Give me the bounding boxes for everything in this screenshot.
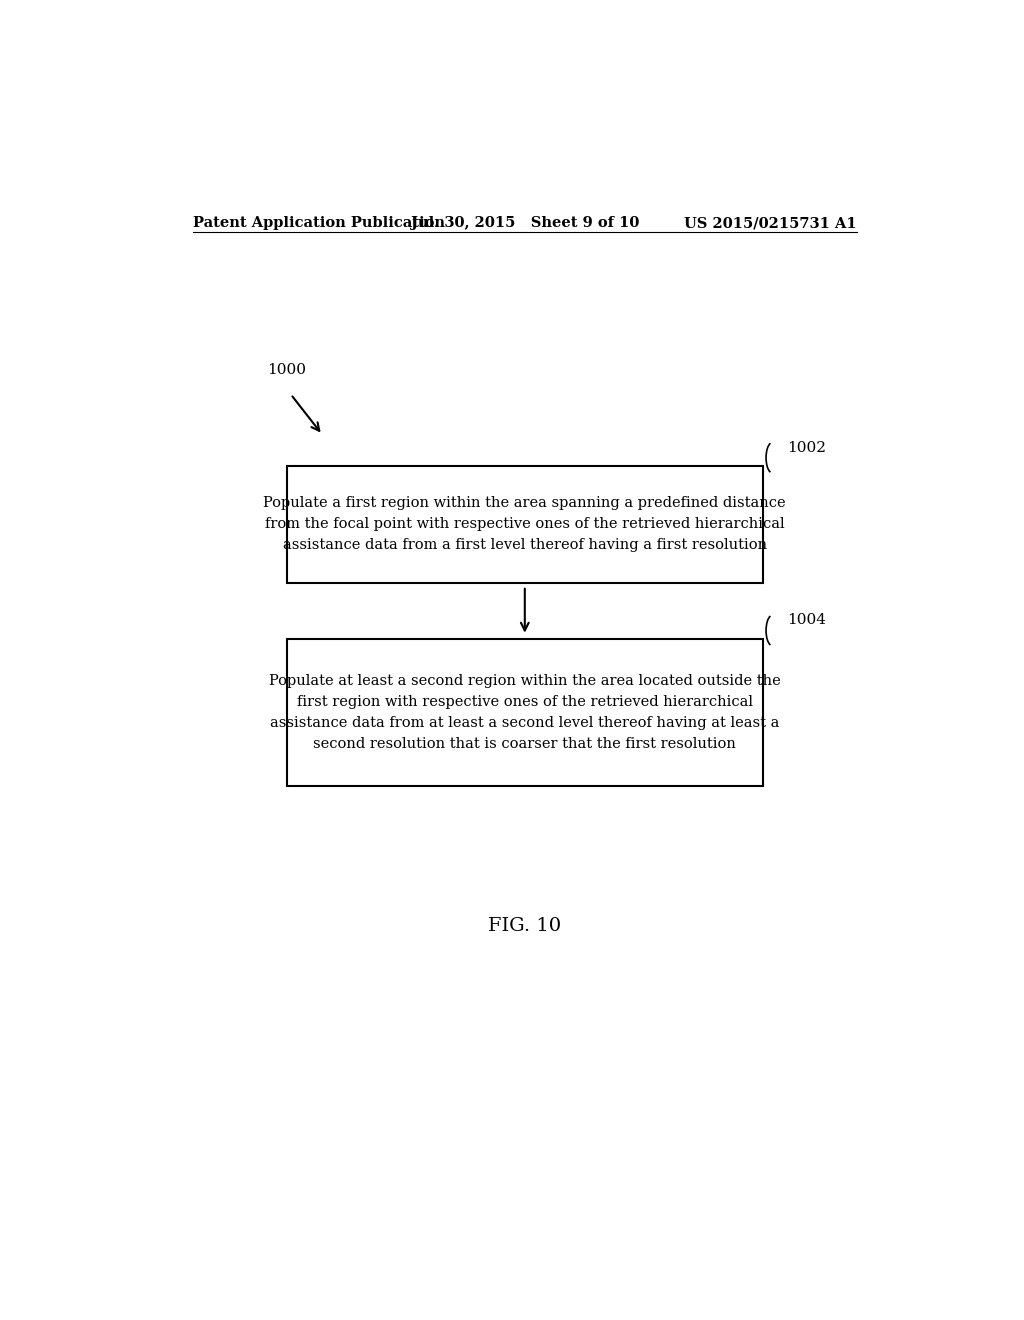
Text: US 2015/0215731 A1: US 2015/0215731 A1 <box>684 216 856 230</box>
Text: FIG. 10: FIG. 10 <box>488 917 561 935</box>
Text: 1004: 1004 <box>786 614 825 627</box>
Text: 1000: 1000 <box>267 363 306 378</box>
Text: Jul. 30, 2015   Sheet 9 of 10: Jul. 30, 2015 Sheet 9 of 10 <box>411 216 639 230</box>
Text: Populate at least a second region within the area located outside the
first regi: Populate at least a second region within… <box>269 673 780 751</box>
Bar <box>287 639 763 785</box>
Text: 1002: 1002 <box>786 441 825 454</box>
Bar <box>287 466 763 582</box>
Text: Populate a first region within the area spanning a predefined distance
from the : Populate a first region within the area … <box>263 496 786 553</box>
Text: Patent Application Publication: Patent Application Publication <box>194 216 445 230</box>
